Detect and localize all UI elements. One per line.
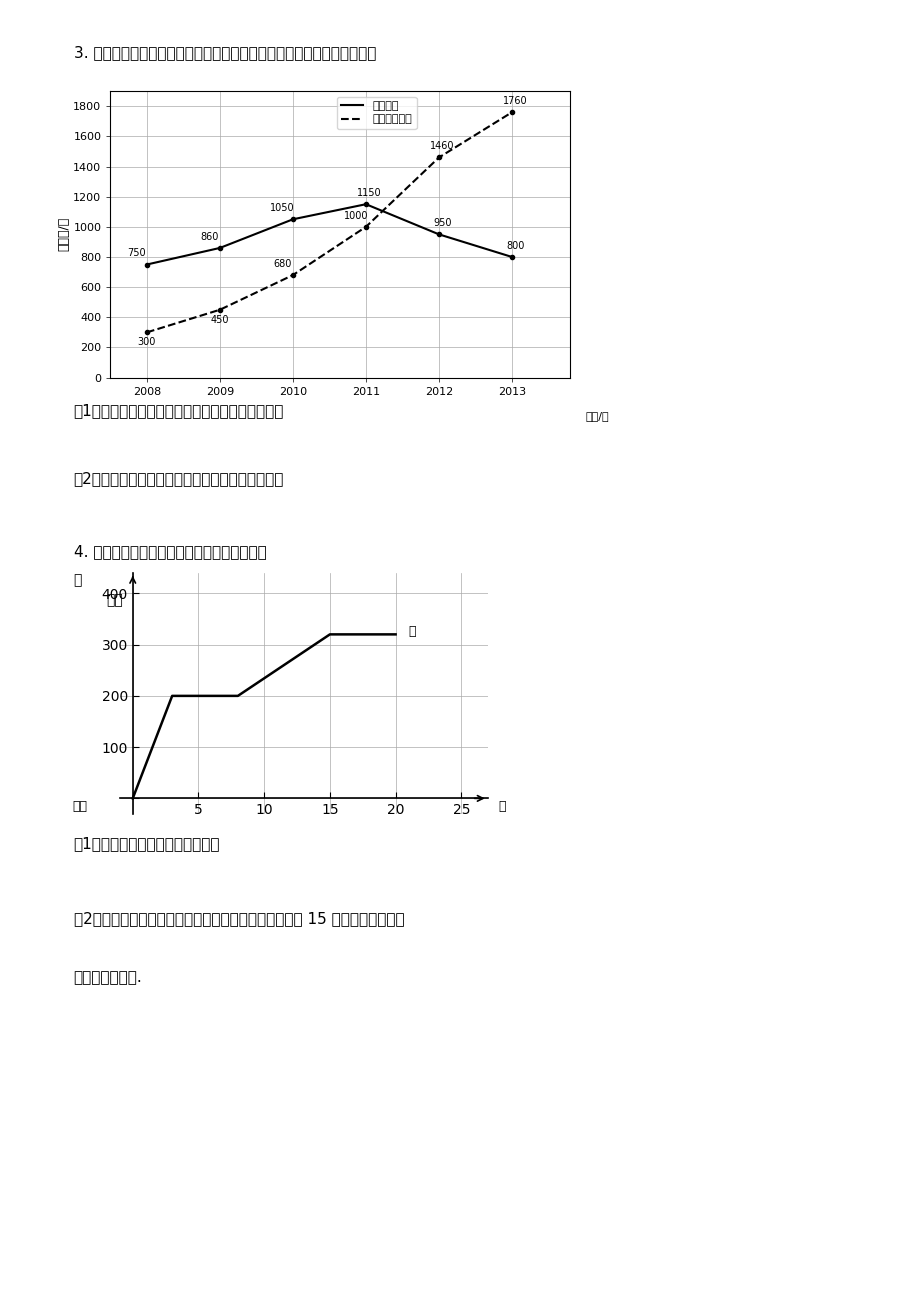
Text: 路程: 路程 (107, 594, 123, 607)
Text: 1050: 1050 (270, 203, 295, 214)
Text: 3. 如图是某厂近几年售出的电热水器和太阳能热水器的销售情况统计图。: 3. 如图是某厂近几年售出的电热水器和太阳能热水器的销售情况统计图。 (74, 46, 376, 61)
Text: 860: 860 (200, 232, 219, 242)
Text: （2）如果你是厂长，上面的信息对你有什么帮助？: （2）如果你是厂长，上面的信息对你有什么帮助？ (74, 471, 284, 487)
Text: 950: 950 (433, 217, 451, 228)
Text: 家: 家 (408, 625, 415, 638)
Text: 分: 分 (497, 799, 505, 812)
Text: （1）这两种热水器销售的变化趋势分别是怎样的？: （1）这两种热水器销售的变化趋势分别是怎样的？ (74, 404, 284, 419)
Text: 学校: 学校 (73, 799, 87, 812)
Text: 300: 300 (138, 337, 156, 348)
Text: 800: 800 (505, 241, 524, 251)
Text: 时间/年: 时间/年 (584, 410, 608, 421)
Text: 450: 450 (210, 315, 229, 324)
Legend: 电热水器, 太阳能热水器: 电热水器, 太阳能热水器 (336, 96, 416, 129)
Text: 1000: 1000 (343, 211, 368, 220)
Text: （2）如果今天小明是直接回家，从学校走到家一共用了 15 分钟，请你帮小立: （2）如果今天小明是直接回家，从学校走到家一共用了 15 分钟，请你帮小立 (74, 911, 403, 927)
Text: 4. 如图描述了小瑜昨天放学回家的行程情况：: 4. 如图描述了小瑜昨天放学回家的行程情况： (74, 544, 267, 560)
Text: 750: 750 (127, 249, 146, 258)
Y-axis label: 销售量/台: 销售量/台 (57, 217, 71, 251)
Text: 画出回家的路线.: 画出回家的路线. (74, 970, 142, 986)
Text: 1460: 1460 (430, 141, 454, 151)
Text: 米: 米 (74, 573, 82, 587)
Text: 1760: 1760 (503, 96, 528, 105)
Text: 680: 680 (273, 259, 291, 268)
Text: （1）从图中你可以看出哪些信息？: （1）从图中你可以看出哪些信息？ (74, 836, 220, 852)
Text: 1150: 1150 (357, 187, 381, 198)
